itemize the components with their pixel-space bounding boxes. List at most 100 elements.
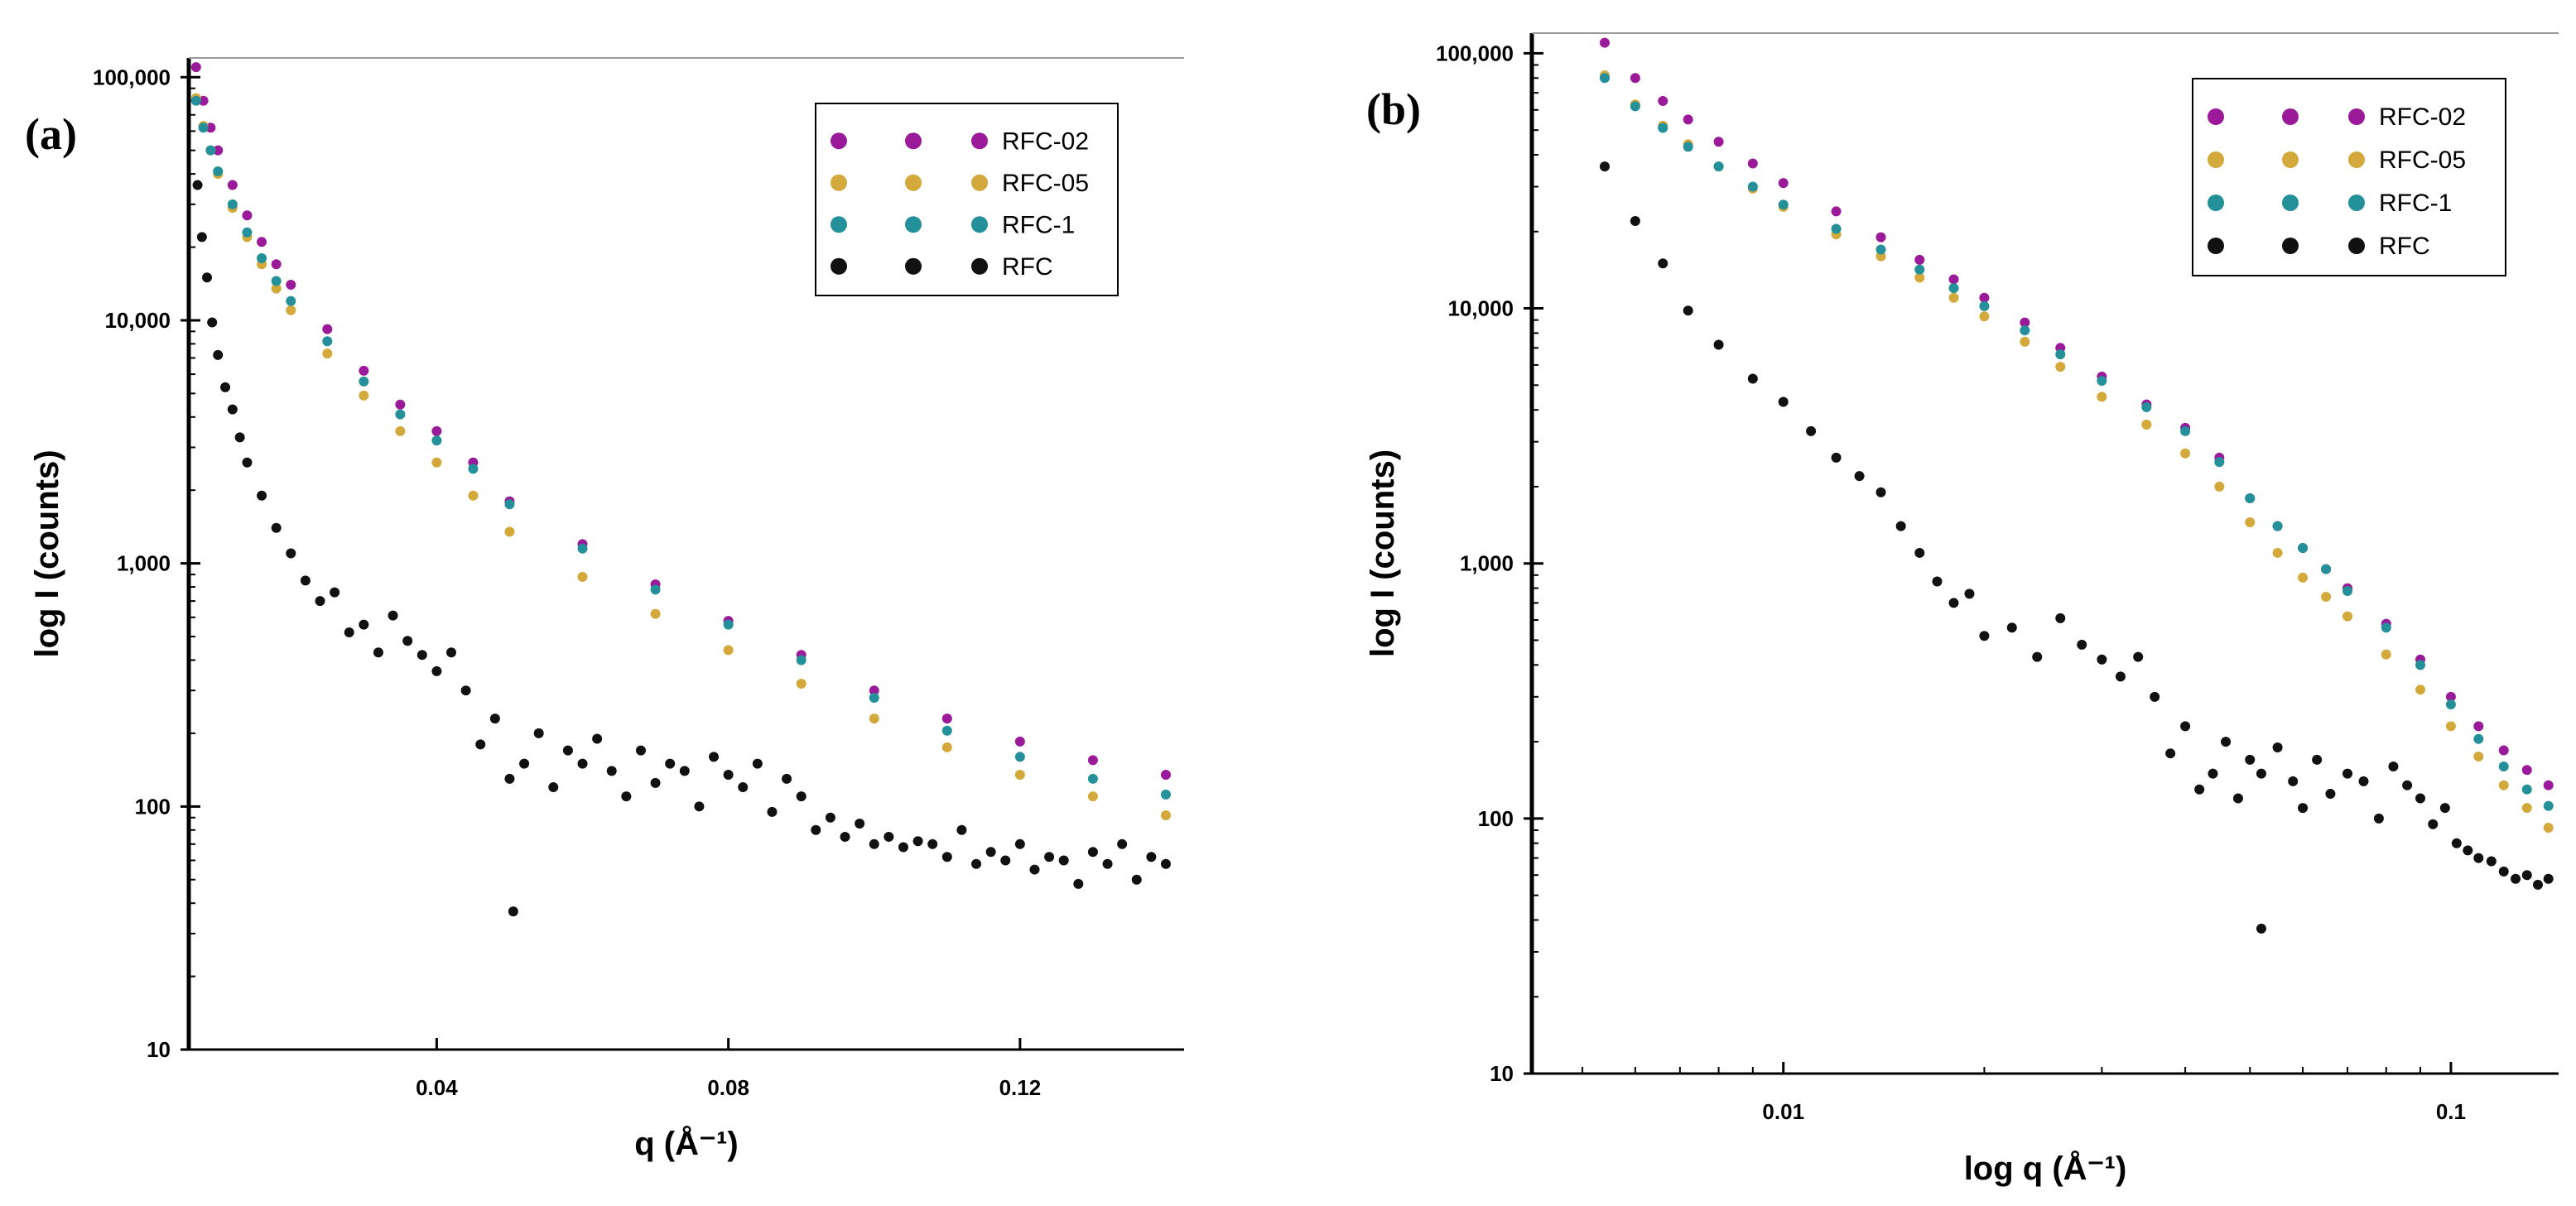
y-tick-label: 10 — [147, 1037, 171, 1062]
y-tick-label: 100 — [1478, 806, 1514, 831]
data-point-rfc — [388, 610, 398, 621]
data-point-rfc — [2208, 768, 2218, 779]
panel-a: (a) 10 100 1,000 10,000 100,000 0.04 0.08 0.12 q… — [25, 57, 1184, 1162]
data-point-rfc — [2358, 776, 2369, 786]
legend-marker — [2282, 108, 2299, 125]
y-tick-label: 10,000 — [104, 308, 171, 333]
x-tick-label: 0.12 — [999, 1075, 1042, 1100]
data-point-rfc-02 — [2521, 765, 2532, 776]
legend-marker — [2348, 195, 2365, 211]
data-point-rfc-05 — [322, 348, 333, 359]
data-point-rfc — [694, 801, 705, 812]
data-point-rfc — [431, 665, 442, 676]
data-point-rfc-05 — [869, 714, 879, 724]
legend: RFC-02 RFC-05 RFC-1 RFC — [2192, 78, 2506, 276]
data-point-rfc-05 — [504, 526, 515, 537]
data-point-rfc-05 — [1914, 272, 1925, 283]
data-point-rfc — [941, 852, 952, 862]
series-rfc-1 — [190, 95, 1171, 800]
data-point-rfc — [592, 733, 603, 744]
data-point-rfc-05 — [723, 645, 734, 656]
legend-entry-label: RFC-1 — [1002, 211, 1075, 238]
data-point-rfc — [1713, 339, 1724, 350]
y-tick-label: 1,000 — [117, 551, 171, 576]
data-point-rfc — [359, 619, 369, 630]
data-point-rfc — [192, 180, 203, 190]
data-point-rfc — [577, 758, 588, 769]
data-point-rfc — [2521, 870, 2532, 881]
data-point-rfc — [519, 758, 530, 769]
data-point-rfc — [621, 791, 632, 802]
data-point-rfc-1 — [1160, 789, 1171, 800]
data-point-rfc — [679, 766, 690, 776]
data-point-rfc-02 — [2020, 317, 2030, 328]
data-point-rfc-05 — [941, 742, 952, 752]
data-point-rfc-1 — [2342, 585, 2353, 596]
data-point-rfc — [884, 832, 894, 843]
data-point-rfc-02 — [1713, 137, 1724, 147]
data-point-rfc-02 — [395, 399, 406, 410]
data-point-rfc — [2150, 691, 2160, 702]
data-point-rfc — [1875, 487, 1886, 497]
data-point-rfc — [2055, 613, 2066, 623]
data-point-rfc-05 — [796, 678, 807, 689]
data-point-rfc-1 — [2473, 733, 2484, 744]
data-point-rfc-02 — [1658, 96, 1668, 107]
y-tick-label: 100 — [135, 794, 171, 819]
data-point-rfc-05 — [1087, 791, 1098, 802]
x-tick-label: 0.01 — [1762, 1099, 1804, 1124]
data-point-rfc — [1058, 855, 1069, 866]
data-point-rfc-02 — [2445, 691, 2456, 702]
y-tick-label: 1,000 — [1460, 551, 1514, 576]
legend-entry-label: RFC-02 — [1002, 127, 1089, 155]
data-point-rfc-1 — [242, 227, 253, 238]
data-point-rfc — [1658, 258, 1668, 269]
data-point-rfc — [825, 812, 835, 823]
data-point-rfc — [1160, 858, 1171, 869]
data-point-rfc-02 — [271, 259, 282, 270]
data-point-rfc-1 — [1630, 101, 1640, 112]
data-point-rfc-1 — [257, 252, 267, 263]
data-point-rfc-02 — [1683, 114, 1693, 125]
data-point-rfc — [271, 522, 282, 533]
data-point-rfc — [855, 819, 865, 829]
legend-marker — [2208, 151, 2224, 168]
legend-marker — [905, 132, 922, 150]
data-point-rfc — [1102, 858, 1113, 869]
x-axis-title: q (Å⁻¹) — [634, 1125, 739, 1162]
data-point-rfc — [2373, 813, 2384, 824]
data-point-rfc — [460, 685, 471, 696]
data-point-rfc-1 — [227, 199, 238, 209]
data-point-rfc-1 — [577, 543, 588, 554]
data-point-rfc — [1831, 452, 1842, 463]
data-point-rfc — [650, 777, 661, 788]
data-point-rfc — [1854, 471, 1865, 482]
legend-marker — [2282, 195, 2299, 211]
data-point-rfc-05 — [359, 390, 369, 401]
data-point-rfc-1 — [723, 619, 734, 630]
data-point-rfc-1 — [1948, 283, 1959, 294]
data-point-rfc — [202, 272, 213, 283]
data-point-rfc — [2288, 776, 2299, 786]
legend-entry-label: RFC — [2379, 233, 2430, 260]
panel-b-label: (b) — [1366, 84, 1421, 134]
legend-marker — [2348, 151, 2365, 168]
series-rfc-1 — [1599, 73, 2554, 811]
data-point-rfc — [234, 432, 245, 443]
data-point-rfc — [2532, 879, 2543, 890]
y-axis-title: log I (counts) — [29, 449, 65, 657]
data-point-rfc — [402, 636, 413, 646]
legend: RFC-02 RFC-05 RFC-1 RFC — [815, 103, 1119, 296]
data-point-rfc — [2498, 866, 2509, 877]
data-point-rfc — [504, 773, 515, 784]
data-point-rfc-02 — [941, 714, 952, 724]
data-point-rfc — [2451, 838, 2462, 848]
legend-marker — [971, 132, 988, 150]
data-point-rfc — [2312, 754, 2323, 765]
data-point-rfc-1 — [359, 376, 369, 387]
data-point-rfc-05 — [2055, 362, 2066, 372]
legend-marker — [2208, 238, 2224, 254]
legend-marker — [971, 216, 988, 233]
data-point-rfc-1 — [286, 295, 296, 306]
data-point-rfc-05 — [2180, 448, 2191, 459]
